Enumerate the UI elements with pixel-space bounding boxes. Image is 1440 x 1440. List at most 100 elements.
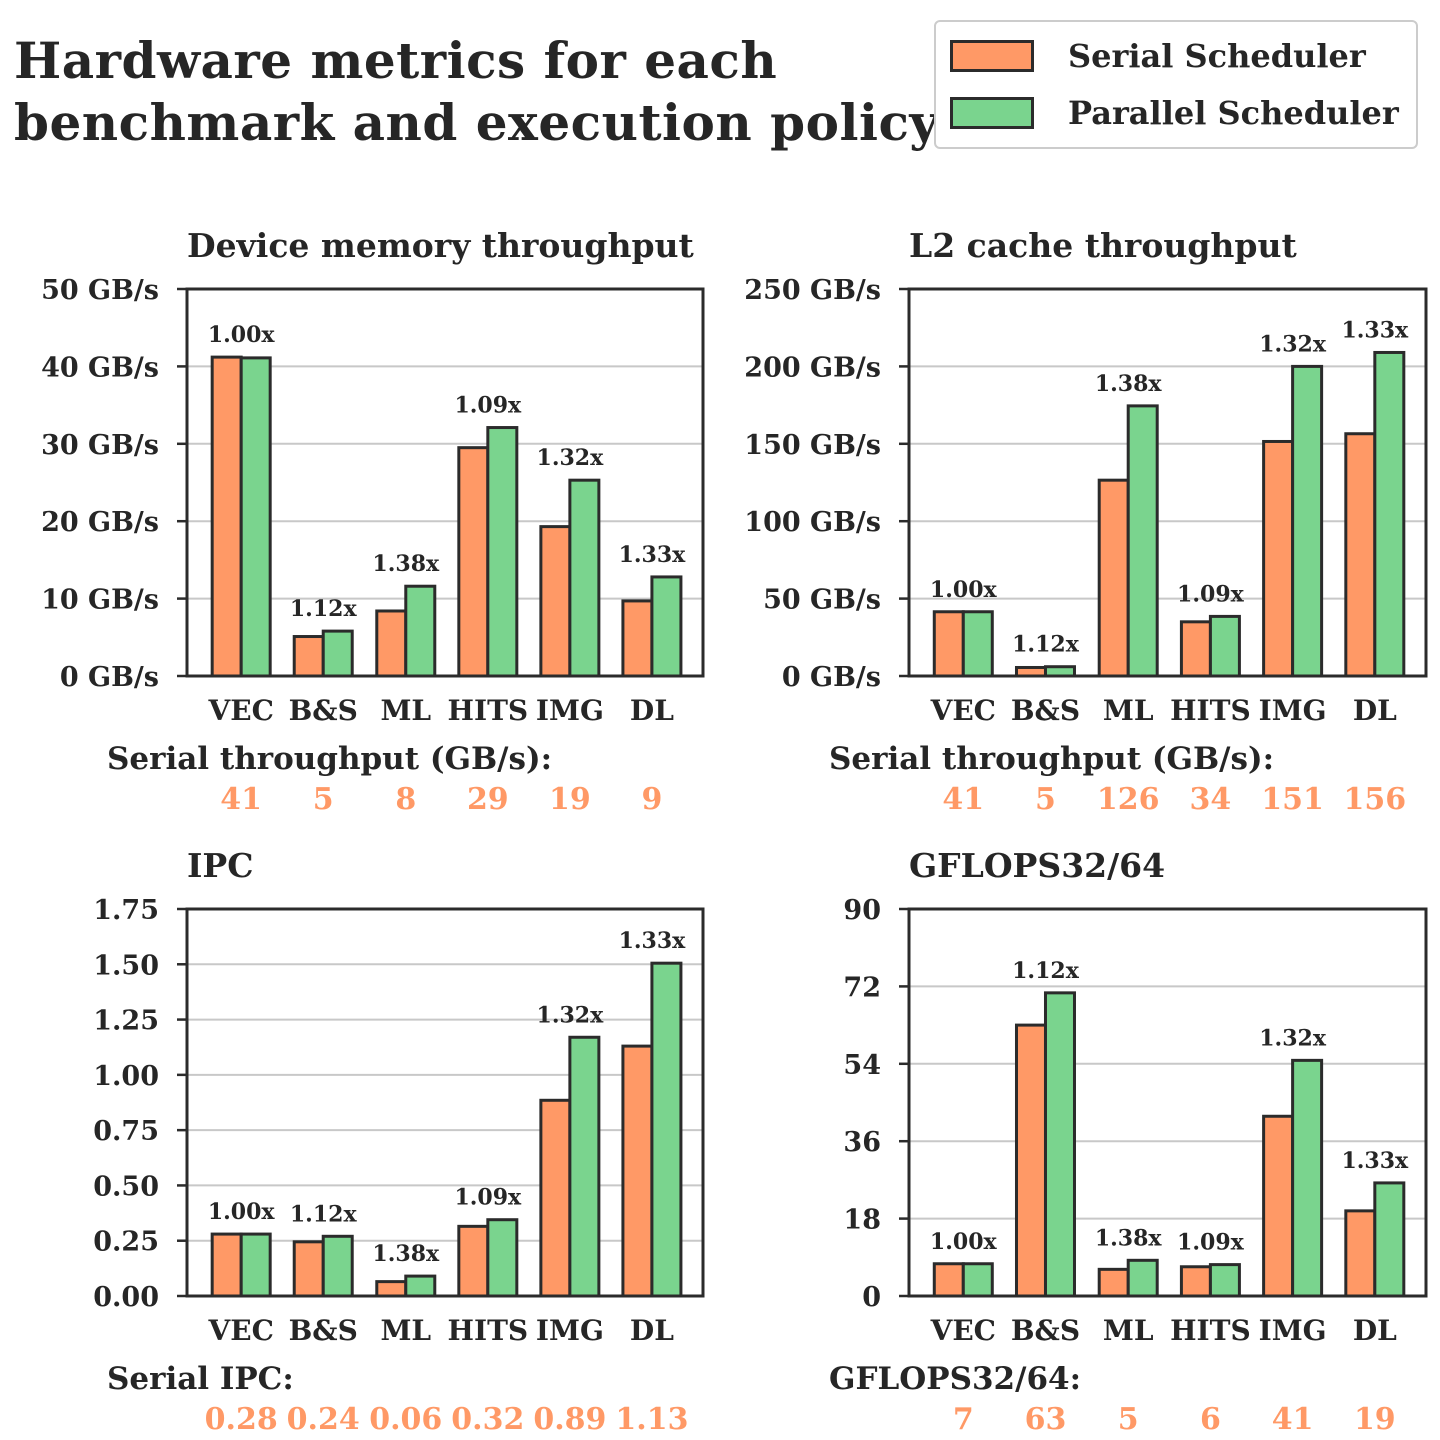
x-tick-label: DL xyxy=(630,1314,674,1347)
bar-serial xyxy=(375,1280,408,1298)
ratio-label: 1.12x xyxy=(290,1201,358,1227)
legend-swatch-parallel xyxy=(950,97,1034,129)
serial-value: 0.32 xyxy=(451,1402,524,1437)
ratio-label: 1.12x xyxy=(1012,632,1080,658)
y-tick-label: 54 xyxy=(843,1050,881,1081)
x-tick-label: DL xyxy=(630,694,674,727)
bar-serial xyxy=(457,446,490,678)
bar-parallel xyxy=(239,1232,272,1298)
ratio-label: 1.33x xyxy=(1341,317,1409,343)
x-tick-label: VEC xyxy=(208,1314,274,1347)
y-tick-label: 36 xyxy=(843,1127,881,1158)
legend-item-parallel: Parallel Scheduler xyxy=(950,93,1399,133)
bar-parallel xyxy=(1291,1058,1324,1298)
bar-serial xyxy=(621,1044,654,1298)
bar-serial xyxy=(292,1240,325,1298)
bar-serial xyxy=(1179,1265,1212,1298)
bar-serial xyxy=(1014,1023,1047,1298)
serial-value: 6 xyxy=(1200,1402,1221,1437)
y-tick-label: 0 GB/s xyxy=(60,662,159,693)
chart-title: GFLOPS32/64 xyxy=(909,846,1165,885)
ratio-label: 1.38x xyxy=(1095,1225,1163,1251)
x-tick-label: IMG xyxy=(536,694,604,727)
y-tick-label: 1.00 xyxy=(93,1061,159,1092)
y-tick-label: 90 xyxy=(843,895,881,926)
ratio-label: 1.12x xyxy=(290,596,358,622)
bar-parallel xyxy=(961,1262,994,1298)
y-tick-label: 200 GB/s xyxy=(744,352,881,383)
serial-value: 126 xyxy=(1097,782,1160,817)
y-tick-label: 0.00 xyxy=(93,1282,159,1313)
bar-serial xyxy=(292,635,325,678)
bar-serial xyxy=(1262,1114,1295,1298)
serial-value: 5 xyxy=(1118,1402,1139,1437)
bar-parallel xyxy=(568,478,601,678)
x-tick-label: DL xyxy=(1353,1314,1397,1347)
y-tick-label: 0 xyxy=(862,1282,881,1313)
chart-title: Device memory throughput xyxy=(187,226,695,265)
y-tick-label: 10 GB/s xyxy=(41,585,159,616)
ratio-label: 1.38x xyxy=(1095,371,1163,397)
bar-serial xyxy=(1344,432,1377,678)
bar-serial xyxy=(1097,1267,1130,1298)
x-tick-label: HITS xyxy=(448,694,529,727)
bar-parallel xyxy=(486,426,519,678)
page-title: Hardware metrics for each benchmark and … xyxy=(14,30,939,154)
bar-parallel xyxy=(321,629,354,678)
plot-frame xyxy=(907,287,1428,678)
x-tick-label: IMG xyxy=(536,1314,604,1347)
y-tick-label: 30 GB/s xyxy=(41,430,159,461)
ratio-label: 1.09x xyxy=(1177,581,1245,607)
y-tick-label: 40 GB/s xyxy=(41,352,159,383)
bar-parallel xyxy=(1373,350,1406,678)
plot-frame xyxy=(907,907,1428,1298)
serial-value: 9 xyxy=(641,782,662,817)
x-tick-label: B&S xyxy=(289,1314,358,1347)
y-tick-label: 100 GB/s xyxy=(744,507,881,538)
chart-1: Device memory throughput 0 GB/s 10 GB/s 20 … xyxy=(41,226,705,817)
ratio-label: 1.32x xyxy=(537,445,605,471)
ratio-label: 1.33x xyxy=(619,928,687,954)
ratio-label: 1.09x xyxy=(454,393,522,419)
legend-label-serial: Serial Scheduler xyxy=(1068,37,1366,75)
y-tick-label: 0.25 xyxy=(93,1227,159,1258)
chart-title: IPC xyxy=(187,846,254,885)
bar-parallel xyxy=(1291,364,1324,678)
ratio-label: 1.00x xyxy=(208,1199,276,1225)
x-tick-label: IMG xyxy=(1259,694,1327,727)
serial-value: 19 xyxy=(1354,1402,1396,1437)
y-tick-label: 0.50 xyxy=(93,1171,159,1202)
serial-value: 29 xyxy=(467,782,509,817)
y-tick-label: 72 xyxy=(843,972,881,1003)
x-tick-label: HITS xyxy=(1170,694,1251,727)
plot-frame xyxy=(185,907,705,1298)
x-tick-label: ML xyxy=(1103,1314,1154,1347)
serial-row-label: Serial IPC: xyxy=(107,1361,294,1397)
serial-value: 0.24 xyxy=(287,1402,360,1437)
ratio-label: 1.32x xyxy=(1259,1025,1327,1051)
bar-serial xyxy=(457,1224,490,1298)
x-tick-label: B&S xyxy=(289,694,358,727)
bar-serial xyxy=(375,609,408,678)
bar-serial xyxy=(539,525,572,678)
x-tick-label: ML xyxy=(380,1314,431,1347)
serial-value: 0.28 xyxy=(205,1402,278,1437)
y-tick-label: 50 GB/s xyxy=(763,585,881,616)
x-tick-label: VEC xyxy=(930,1314,996,1347)
serial-row-label: Serial throughput (GB/s): xyxy=(107,741,552,777)
y-tick-label: 250 GB/s xyxy=(744,275,881,306)
x-tick-label: IMG xyxy=(1259,1314,1327,1347)
ratio-label: 1.00x xyxy=(930,1229,998,1255)
bar-parallel xyxy=(239,356,272,678)
y-tick-label: 1.25 xyxy=(93,1006,159,1037)
serial-value: 156 xyxy=(1344,782,1407,817)
ratio-label: 1.32x xyxy=(1259,331,1327,357)
bar-parallel xyxy=(568,1035,601,1298)
chart-4: GFLOPS32/64 0 18 36 54 72 90 1.00x VEC 7 1.12x B&S 6… xyxy=(829,846,1428,1437)
y-tick-label: 1.75 xyxy=(93,895,159,926)
serial-value: 41 xyxy=(942,782,984,817)
bar-serial xyxy=(1262,439,1295,678)
bar-parallel xyxy=(404,1274,437,1298)
ratio-label: 1.32x xyxy=(537,1002,605,1028)
chart-2: L2 cache throughput 0 GB/s 50 GB/s 100 GB/s… xyxy=(744,226,1428,817)
